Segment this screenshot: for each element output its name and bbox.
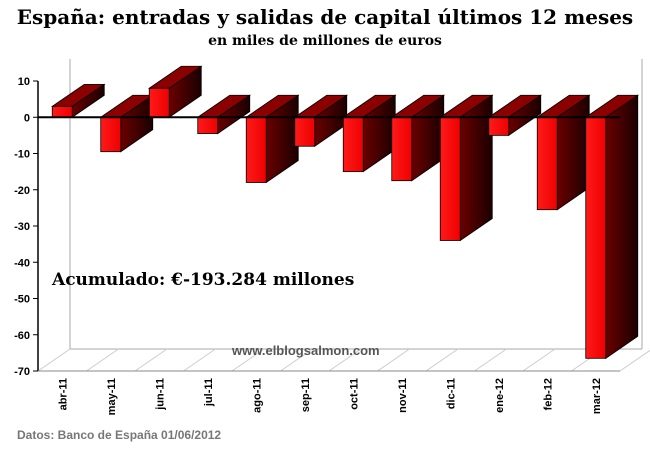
x-tick-label: mar-12 (591, 378, 603, 414)
y-tick-label: -70 (14, 366, 30, 378)
floor-grid-line (86, 348, 119, 372)
y-tick-label: -50 (14, 294, 30, 306)
floor-grid-line (134, 348, 168, 372)
floor-grid-line (619, 349, 650, 372)
bar-nov-11 (390, 94, 446, 182)
floor-grid-line (425, 348, 459, 372)
bar-front (197, 116, 219, 134)
floor-grid-line (280, 348, 313, 372)
bar-feb-12 (535, 94, 591, 211)
x-tick-label: oct-11 (348, 378, 360, 410)
bar-front (391, 116, 413, 182)
y-tick-label: -30 (14, 221, 30, 233)
bar-front (100, 116, 122, 153)
bar-may-11 (99, 94, 155, 153)
x-tick-label: sep-11 (300, 378, 312, 412)
y-tick-label: -10 (14, 149, 30, 161)
bar-mar-12 (584, 94, 640, 360)
x-tick-label: ago-11 (251, 378, 263, 413)
floor-grid-line (231, 348, 265, 372)
bar-front (148, 87, 170, 118)
chart-title: España: entradas y salidas de capital úl… (16, 5, 634, 29)
floor-grid-line (474, 348, 507, 372)
bar-ene-12 (487, 94, 543, 137)
bar-sep-11 (293, 94, 349, 148)
x-tick-label: feb-12 (542, 378, 554, 410)
bar-jun-11 (147, 65, 203, 119)
bar-front (536, 116, 558, 211)
bar-side (605, 94, 639, 360)
x-tick-label: jul-11 (203, 378, 215, 407)
floor-grid-line (183, 348, 216, 372)
source-note: Datos: Banco de España 01/06/2012 (17, 428, 222, 442)
x-tick-label: may-11 (106, 378, 118, 415)
watermark: www.elblogsalmon.com (231, 343, 380, 358)
x-tick-label: dic-11 (445, 378, 457, 409)
bar-front (488, 116, 510, 136)
x-tick-label: jun-11 (154, 378, 166, 411)
bar-jul-11 (196, 94, 252, 135)
bar-front (585, 116, 607, 359)
bar-oct-11 (341, 94, 397, 173)
bar-abr-11 (50, 83, 106, 119)
bar-dic-11 (438, 94, 494, 242)
bar-front (342, 116, 364, 173)
bar-ago-11 (244, 94, 300, 184)
floor-grid-line (37, 348, 71, 372)
y-tick-label: 10 (18, 76, 30, 88)
y-tick-label: 0 (24, 112, 30, 124)
x-tick-label: ene-12 (494, 378, 506, 413)
chart-subtitle: en miles de millones de euros (208, 33, 442, 49)
bar-front (245, 116, 267, 183)
y-tick-label: -20 (14, 185, 30, 197)
bar-front (294, 116, 316, 147)
y-tick-label: -40 (14, 257, 30, 269)
bar-front (51, 105, 73, 118)
x-tick-label: abr-11 (57, 378, 69, 410)
y-tick-label: -60 (14, 330, 30, 342)
x-tick-label: nov-11 (397, 378, 409, 413)
floor-grid-line (522, 348, 556, 372)
floor-grid-line (377, 348, 410, 372)
chart-annotation: Acumulado: €-193.284 millones (51, 270, 354, 290)
floor-grid-line (328, 348, 362, 372)
bar-front (439, 116, 461, 241)
